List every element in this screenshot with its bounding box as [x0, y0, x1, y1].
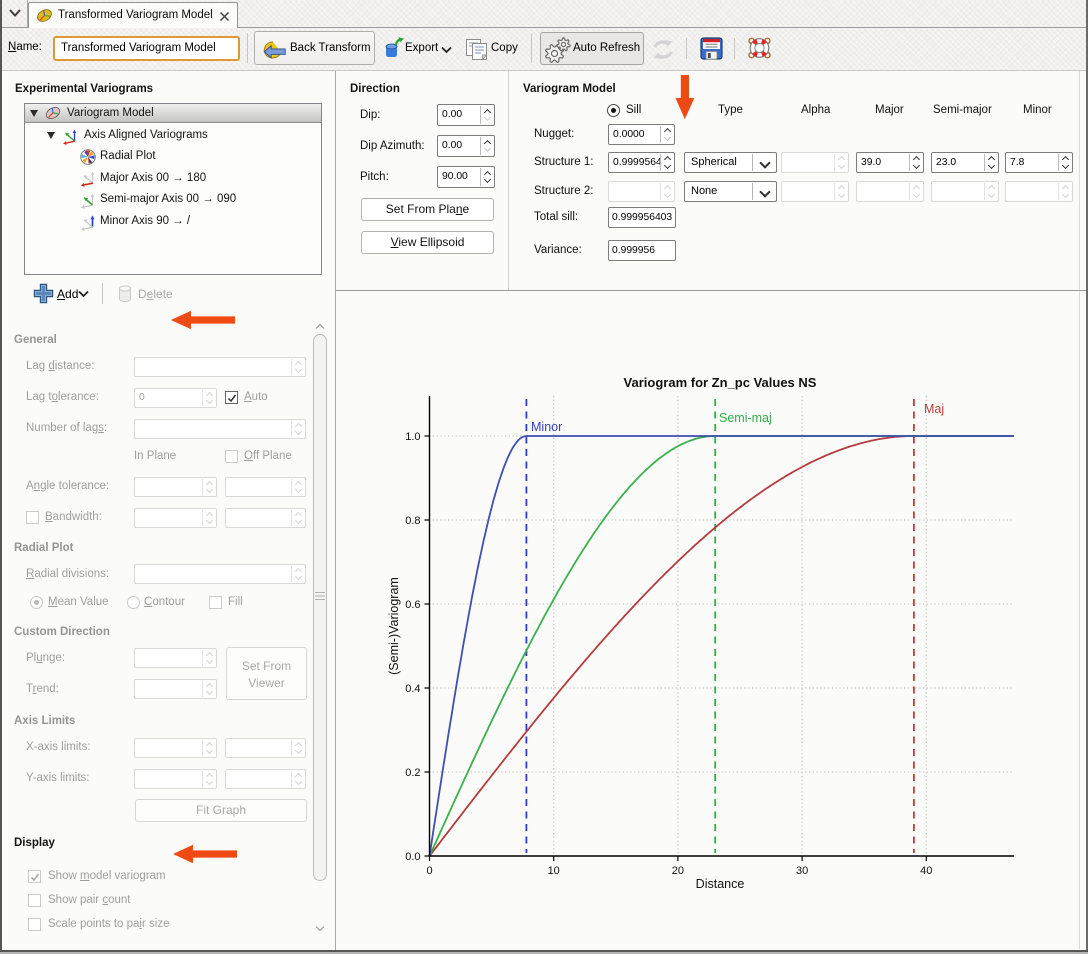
svg-text:Maj: Maj — [924, 402, 944, 416]
svg-text:Distance: Distance — [696, 877, 745, 891]
svg-text:Variogram for Zn_pc Values NS: Variogram for Zn_pc Values NS — [624, 375, 817, 390]
svg-text:0.2: 0.2 — [405, 767, 420, 779]
svg-text:0.6: 0.6 — [405, 599, 420, 611]
svg-text:Minor: Minor — [531, 420, 562, 434]
svg-text:(Semi-)Variogram: (Semi-)Variogram — [387, 577, 401, 675]
svg-text:30: 30 — [796, 865, 808, 877]
svg-text:40: 40 — [920, 865, 932, 877]
svg-text:0: 0 — [426, 865, 432, 877]
svg-text:0.0: 0.0 — [405, 851, 420, 863]
svg-text:10: 10 — [548, 865, 560, 877]
svg-text:0.4: 0.4 — [405, 683, 420, 695]
svg-text:0.8: 0.8 — [405, 515, 420, 527]
svg-text:Semi-maj: Semi-maj — [719, 411, 772, 425]
svg-text:20: 20 — [672, 865, 684, 877]
svg-text:1.0: 1.0 — [405, 431, 420, 443]
